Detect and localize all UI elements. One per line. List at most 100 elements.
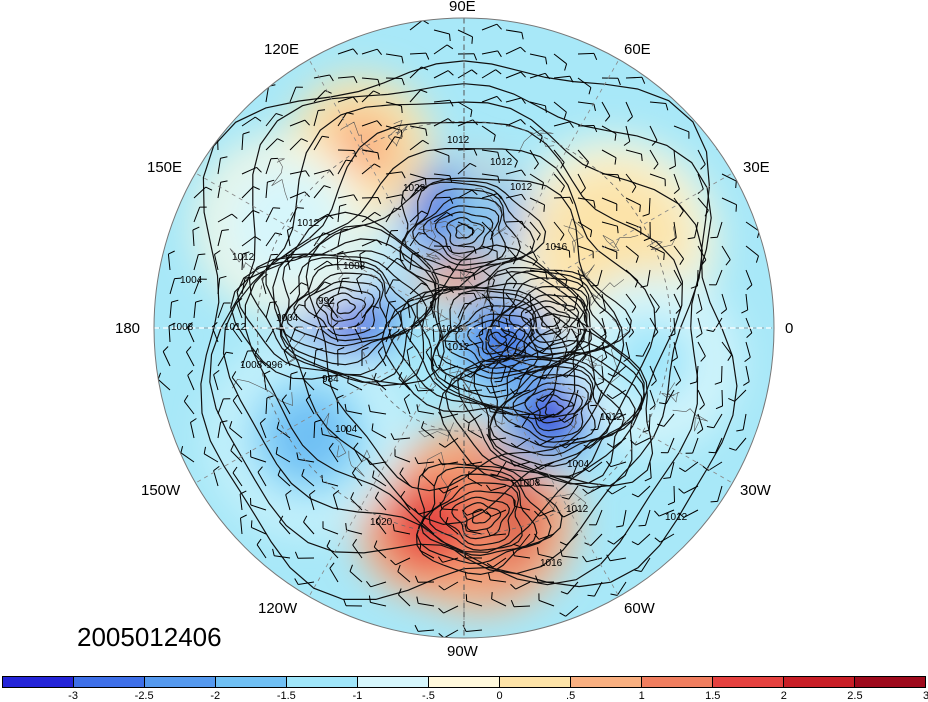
isobar <box>230 211 445 386</box>
isobar <box>544 400 565 416</box>
wind-barb <box>490 411 507 415</box>
wind-barb-feather <box>344 403 347 411</box>
wind-barb <box>313 260 328 271</box>
wind-barb-feather <box>642 429 650 433</box>
wind-barb <box>577 52 595 55</box>
wind-barb <box>622 509 627 526</box>
wind-barb-feather <box>232 394 238 401</box>
wind-barb <box>347 382 363 391</box>
wind-barb <box>696 365 699 382</box>
wind-barb <box>457 29 473 38</box>
wind-barb-feather <box>231 371 237 378</box>
wind-barb-feather <box>205 186 213 191</box>
wind-barb-feather <box>634 569 642 572</box>
wind-barb-feather <box>229 421 233 429</box>
wind-barb <box>697 197 709 211</box>
wind-barb-feather <box>267 179 275 183</box>
isobar <box>455 313 532 369</box>
wind-barb <box>481 23 498 31</box>
wind-barb-feather <box>534 533 540 540</box>
wind-barb-feather <box>514 377 522 380</box>
wind-barb <box>409 232 420 247</box>
wind-barb-feather <box>220 420 228 423</box>
wind-barb <box>433 265 450 271</box>
wind-barb-feather <box>486 528 491 536</box>
wind-barb <box>240 518 243 535</box>
wind-barb <box>601 221 618 227</box>
wind-barb-feather <box>401 78 405 86</box>
wind-barb-feather <box>606 460 612 468</box>
wind-barb <box>673 293 682 309</box>
wind-barb <box>745 317 753 334</box>
wind-barb <box>457 69 472 79</box>
wind-barb-feather <box>590 284 598 287</box>
wind-barb <box>708 461 723 471</box>
wind-barb <box>193 302 197 319</box>
wind-barb-feather <box>473 246 477 254</box>
wind-barb <box>745 245 759 257</box>
wind-barb <box>322 527 339 535</box>
wind-barb-feather <box>309 489 316 496</box>
wind-barb-feather <box>607 540 614 545</box>
isobar <box>399 181 536 279</box>
wind-barb <box>409 125 426 130</box>
wind-barb-feather <box>420 185 427 189</box>
wind-barb <box>645 509 651 526</box>
wind-barb-feather <box>534 510 540 517</box>
wind-barb <box>565 437 579 449</box>
wind-barb-feather <box>296 452 299 460</box>
wind-barb <box>544 365 555 380</box>
wind-barb <box>214 254 219 271</box>
wind-barb <box>433 29 450 35</box>
wind-barb <box>745 365 750 382</box>
wind-barb <box>442 365 459 372</box>
wind-barb <box>239 494 243 511</box>
lon-label-90w: 90W <box>447 643 478 660</box>
contour-label: 1012 <box>490 157 513 168</box>
wind-barb-feather <box>521 221 526 229</box>
colorbar-tick-label: 1.5 <box>705 690 721 702</box>
wind-barb-feather <box>406 346 414 351</box>
wind-barb <box>538 533 555 540</box>
lon-label-120e: 120E <box>264 41 300 58</box>
wind-barb-feather <box>490 304 494 312</box>
wind-barb-feather <box>641 77 646 84</box>
wind-barb <box>349 571 363 583</box>
wind-barb <box>361 90 374 103</box>
meridian-line <box>308 59 465 329</box>
wind-barb-feather <box>400 130 403 138</box>
wind-barb-feather <box>328 298 334 306</box>
wind-barb <box>553 269 568 280</box>
wind-barb-feather <box>414 624 419 632</box>
wind-barb-feather <box>328 442 334 449</box>
wind-barb <box>573 389 579 406</box>
wind-barb-feather <box>366 458 371 465</box>
wind-barb-feather <box>198 253 206 256</box>
wind-barb-feather <box>438 585 445 591</box>
wind-barb <box>565 605 579 617</box>
wind-barb-feather <box>438 487 445 494</box>
wind-barb-feather <box>323 304 331 308</box>
wind-barb-feather <box>272 548 275 556</box>
wind-barb-feather <box>220 180 228 183</box>
wind-barb <box>625 197 641 206</box>
wind-barb <box>275 453 291 463</box>
wind-barb <box>457 245 475 248</box>
wind-barb-feather <box>701 259 707 266</box>
wind-barb-feather <box>616 525 624 528</box>
wind-barb <box>190 422 195 439</box>
wind-barb <box>385 136 396 151</box>
wind-barb-feather <box>425 346 431 353</box>
wind-barb <box>409 173 426 179</box>
wind-barb <box>716 221 723 238</box>
wind-barb-feather <box>640 285 648 288</box>
wind-barb <box>336 253 339 271</box>
wind-barb <box>353 448 363 463</box>
wind-barb <box>313 421 316 439</box>
wind-barb <box>337 206 341 223</box>
wind-barb <box>298 581 315 585</box>
wind-barb <box>301 475 315 487</box>
wind-barb-feather <box>432 322 440 327</box>
wind-barb-feather <box>283 346 290 352</box>
wind-barb-feather <box>584 542 592 546</box>
